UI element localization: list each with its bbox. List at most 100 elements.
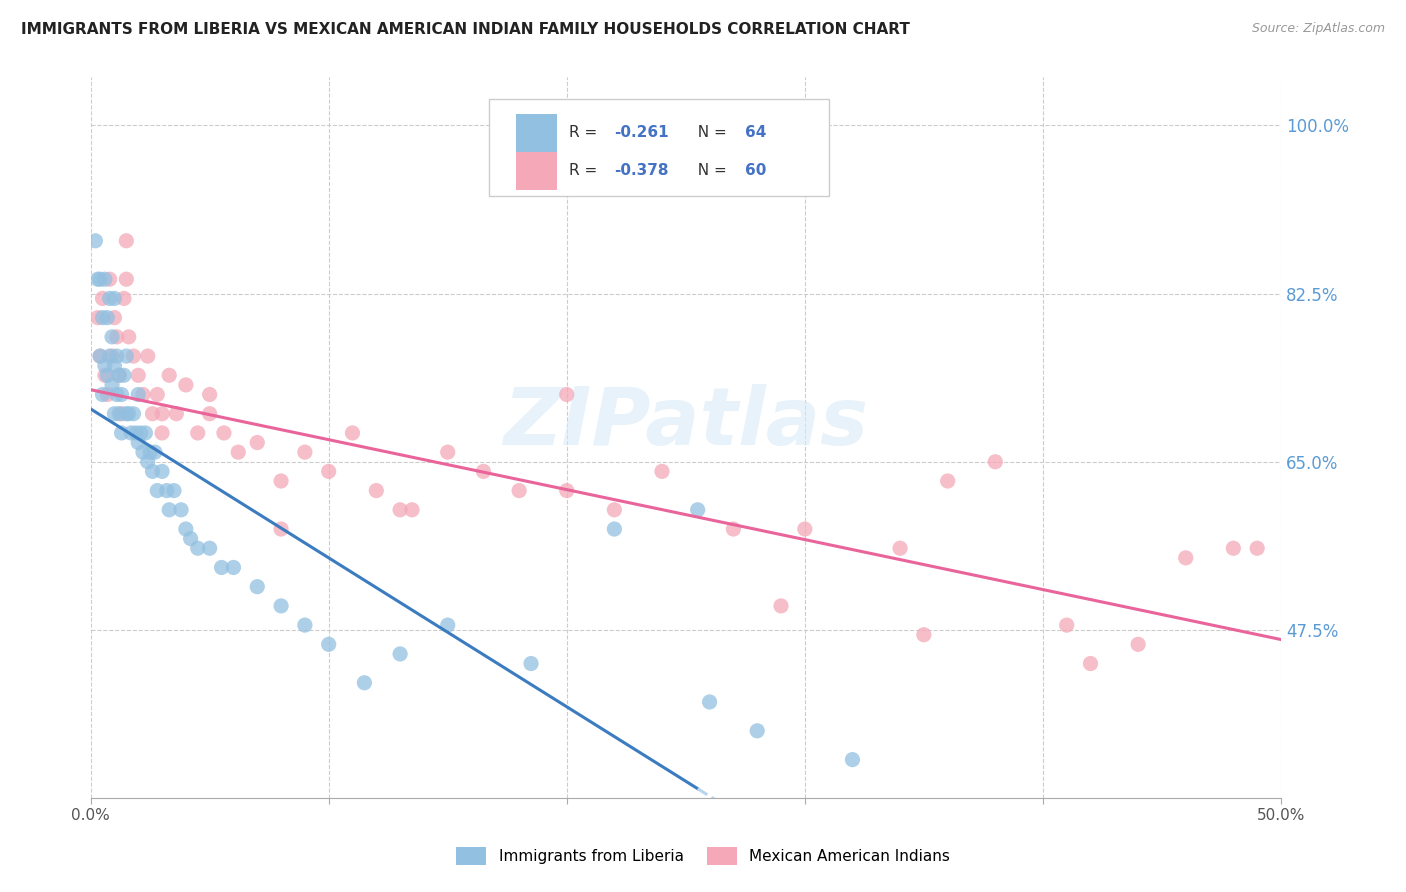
Point	[1080, 657, 1102, 671]
Point	[163, 483, 186, 498]
Point	[94, 272, 117, 286]
Point	[603, 503, 626, 517]
Point	[103, 292, 125, 306]
Point	[318, 637, 340, 651]
Point	[118, 407, 141, 421]
Point	[103, 407, 125, 421]
Text: IMMIGRANTS FROM LIBERIA VS MEXICAN AMERICAN INDIAN FAMILY HOUSEHOLDS CORRELATION: IMMIGRANTS FROM LIBERIA VS MEXICAN AMERI…	[21, 22, 910, 37]
Text: N =: N =	[688, 163, 731, 178]
Point	[134, 425, 156, 440]
Point	[294, 618, 316, 632]
Point	[1056, 618, 1078, 632]
Point	[270, 474, 292, 488]
Point	[211, 560, 233, 574]
Point	[508, 483, 530, 498]
Text: Source: ZipAtlas.com: Source: ZipAtlas.com	[1251, 22, 1385, 36]
Point	[125, 425, 148, 440]
Point	[198, 387, 221, 401]
Point	[436, 445, 458, 459]
Point	[96, 368, 118, 383]
Point	[342, 425, 364, 440]
Point	[120, 425, 142, 440]
Point	[912, 628, 935, 642]
Point	[270, 599, 292, 613]
Point	[112, 292, 135, 306]
Point	[150, 425, 173, 440]
Point	[174, 522, 197, 536]
Point	[89, 349, 111, 363]
Point	[103, 359, 125, 373]
Point	[108, 407, 131, 421]
Point	[187, 541, 209, 556]
Point	[769, 599, 792, 613]
Point	[246, 580, 269, 594]
Point	[1126, 637, 1149, 651]
Point	[98, 272, 121, 286]
Point	[84, 234, 107, 248]
Point	[146, 387, 169, 401]
Point	[226, 445, 249, 459]
Point	[112, 368, 135, 383]
Point	[101, 330, 124, 344]
Point	[889, 541, 911, 556]
Point	[165, 407, 187, 421]
Point	[723, 522, 745, 536]
Bar	[516, 153, 557, 190]
Point	[110, 407, 132, 421]
Point	[198, 541, 221, 556]
Point	[143, 445, 166, 459]
Legend: Immigrants from Liberia, Mexican American Indians: Immigrants from Liberia, Mexican America…	[450, 841, 956, 871]
Point	[91, 387, 114, 401]
Point	[115, 272, 138, 286]
Text: -0.261: -0.261	[614, 125, 669, 140]
Text: 64: 64	[745, 125, 766, 140]
Point	[686, 503, 709, 517]
Point	[127, 387, 149, 401]
Point	[122, 407, 145, 421]
Point	[115, 407, 138, 421]
Point	[127, 435, 149, 450]
Text: N =: N =	[688, 125, 731, 140]
Point	[318, 464, 340, 478]
Point	[212, 425, 235, 440]
Point	[1246, 541, 1268, 556]
Point	[98, 292, 121, 306]
Point	[170, 503, 193, 517]
Point	[108, 368, 131, 383]
Point	[101, 349, 124, 363]
Point	[1222, 541, 1244, 556]
Point	[91, 292, 114, 306]
Point	[555, 483, 578, 498]
Point	[747, 723, 769, 738]
Text: R =: R =	[569, 125, 602, 140]
Point	[87, 272, 110, 286]
Point	[94, 368, 117, 383]
Point	[389, 647, 412, 661]
Point	[136, 349, 159, 363]
Point	[180, 532, 202, 546]
Point	[115, 234, 138, 248]
Point	[141, 464, 163, 478]
Point	[294, 445, 316, 459]
Point	[699, 695, 721, 709]
Point	[366, 483, 388, 498]
Point	[110, 387, 132, 401]
Point	[187, 425, 209, 440]
Point	[118, 330, 141, 344]
Point	[89, 349, 111, 363]
Point	[401, 503, 423, 517]
Text: 60: 60	[745, 163, 766, 178]
Point	[108, 368, 131, 383]
Point	[270, 522, 292, 536]
Point	[984, 455, 1007, 469]
Point	[156, 483, 179, 498]
Point	[246, 435, 269, 450]
Point	[139, 445, 162, 459]
Point	[129, 425, 152, 440]
Text: ZIPatlas: ZIPatlas	[503, 384, 869, 462]
FancyBboxPatch shape	[489, 99, 828, 196]
Point	[174, 378, 197, 392]
Point	[89, 272, 111, 286]
Point	[150, 464, 173, 478]
Point	[132, 445, 155, 459]
